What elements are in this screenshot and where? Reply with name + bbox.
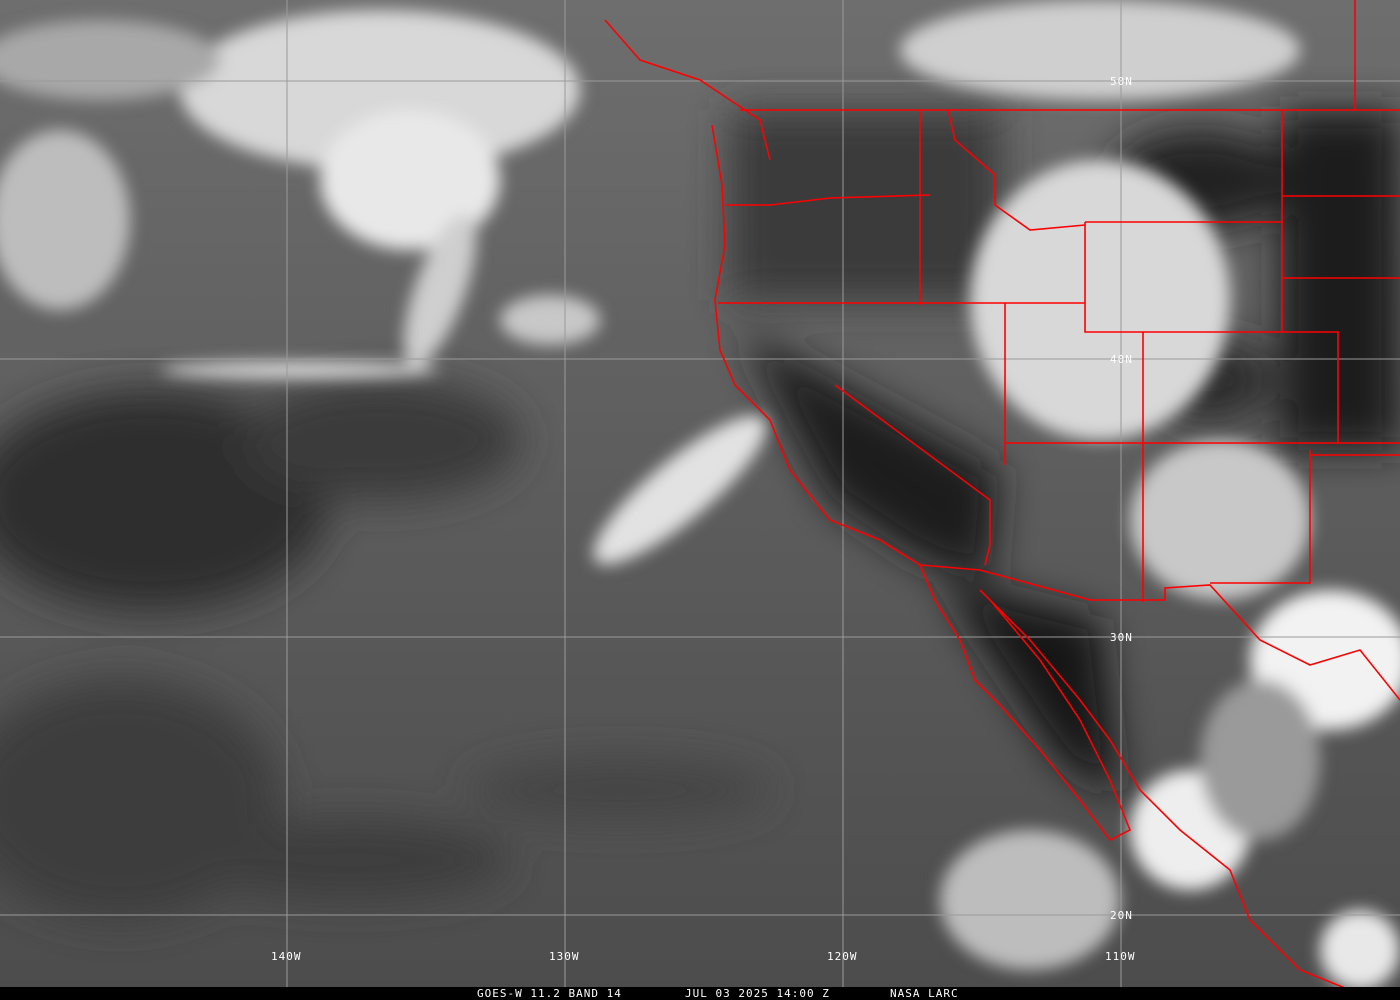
timestamp: JUL 03 2025 14:00 Z: [685, 987, 830, 1000]
source: NASA LARC: [890, 987, 959, 1000]
caption-bar: GOES-W 11.2 BAND 14 JUL 03 2025 14:00 Z …: [0, 987, 1400, 1000]
dark-ocean-patches: [0, 380, 770, 920]
latitude-label: 50N: [1110, 75, 1133, 88]
longitude-label: 110W: [1105, 950, 1136, 963]
us-mexico-border: [919, 564, 1400, 701]
longitude-label: 130W: [549, 950, 580, 963]
latitude-label: 30N: [1110, 631, 1133, 644]
satellite-band: GOES-W 11.2 BAND 14: [477, 987, 622, 1000]
longitude-label: 140W: [271, 950, 302, 963]
pacific-coastline: [711, 124, 1351, 991]
political-borders: [604, 0, 1400, 991]
latitude-label: 20N: [1110, 909, 1133, 922]
longitude-label: 120W: [827, 950, 858, 963]
latitude-label: 40N: [1110, 353, 1133, 366]
